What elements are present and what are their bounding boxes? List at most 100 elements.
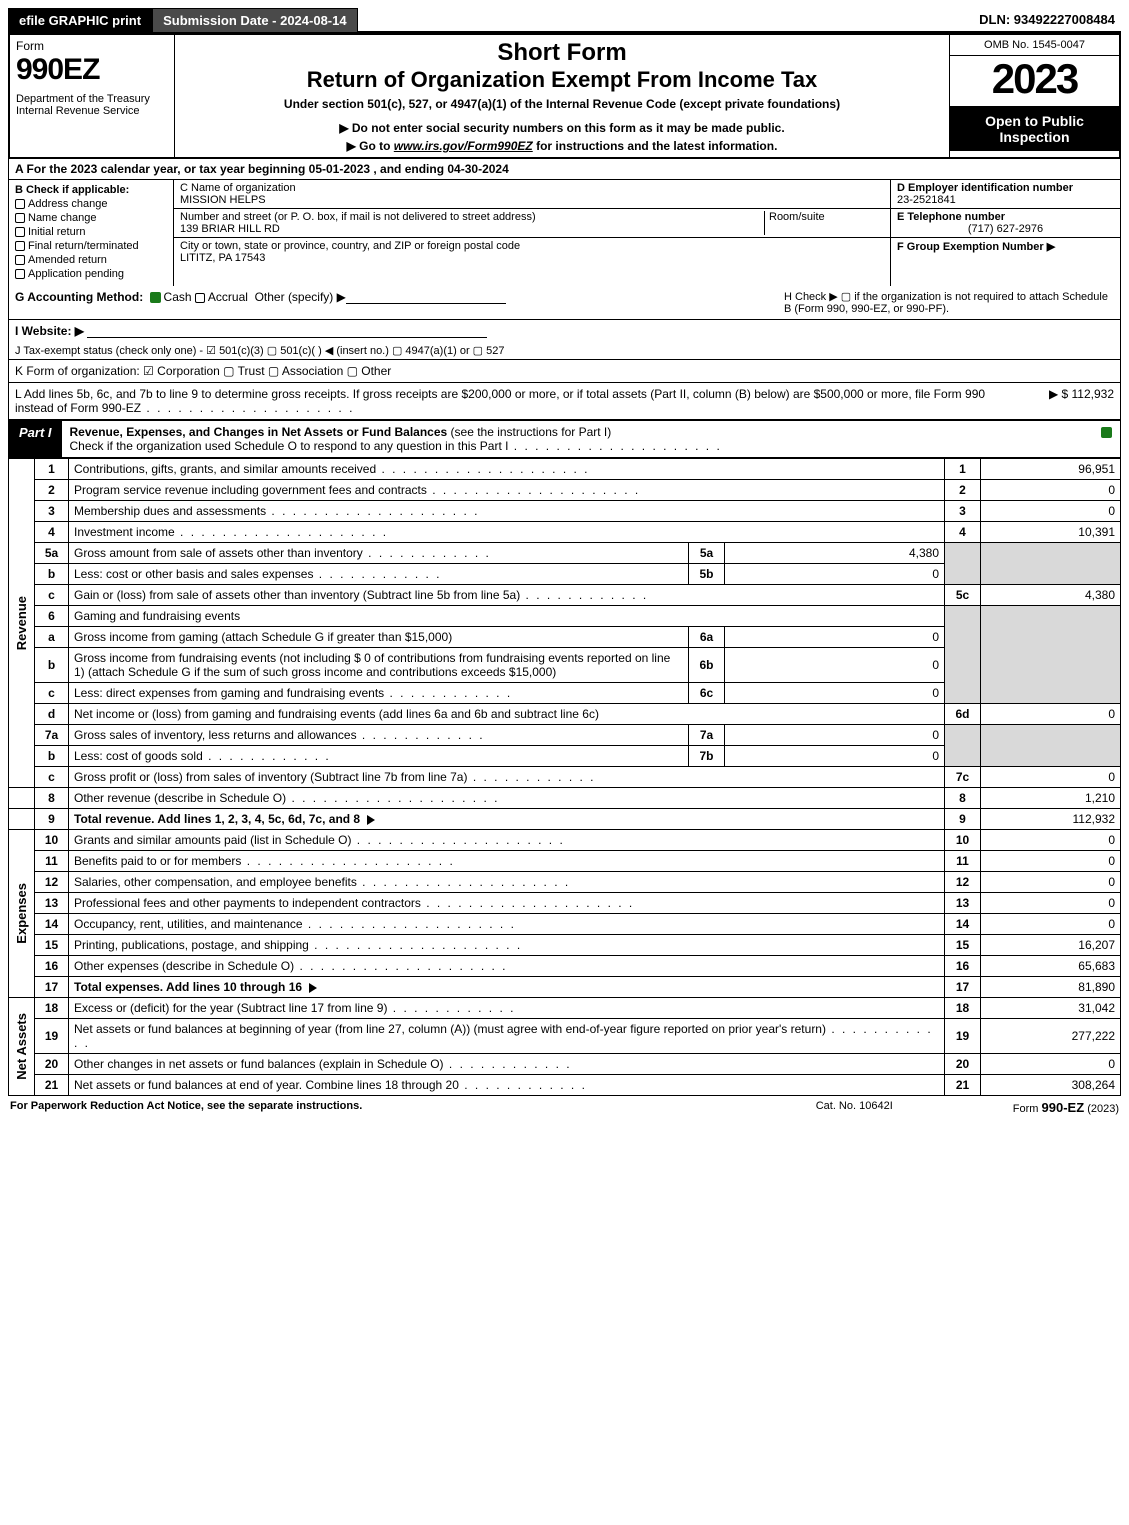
line-desc: Less: cost or other basis and sales expe…: [69, 564, 689, 585]
org-name: MISSION HELPS: [180, 194, 884, 206]
line-rval: 4,380: [981, 585, 1121, 606]
top-bar: efile GRAPHIC print Submission Date - 20…: [8, 8, 1121, 33]
checkbox-icon[interactable]: [15, 241, 25, 251]
table-row: 5a Gross amount from sale of assets othe…: [9, 543, 1121, 564]
line-rlab: 20: [945, 1054, 981, 1075]
shade-cell: [981, 725, 1121, 767]
line-num: 13: [35, 893, 69, 914]
part1-title: Revenue, Expenses, and Changes in Net As…: [70, 425, 448, 439]
line-midlab: 6b: [689, 648, 725, 683]
footer-right: Form 990-EZ (2023): [1013, 1100, 1119, 1115]
form-word: Form: [16, 39, 168, 53]
line-rlab: 15: [945, 935, 981, 956]
row-g-h: G Accounting Method: Cash Accrual Other …: [8, 286, 1121, 320]
row-bc: B Check if applicable: Address change Na…: [8, 180, 1121, 286]
line-rval: 16,207: [981, 935, 1121, 956]
table-row: 14 Occupancy, rent, utilities, and maint…: [9, 914, 1121, 935]
row-l: L Add lines 5b, 6c, and 7b to line 9 to …: [8, 383, 1121, 420]
open-public-badge: Open to Public Inspection: [950, 107, 1119, 151]
dln-label: DLN: 93492227008484: [973, 8, 1121, 33]
b-item-0: Address change: [15, 198, 167, 210]
line-rval: 81,890: [981, 977, 1121, 998]
tax-year: 2023: [950, 56, 1119, 107]
line-midval: 0: [725, 725, 945, 746]
footer-right-pre: Form: [1013, 1103, 1042, 1115]
line-desc: Grants and similar amounts paid (list in…: [69, 830, 945, 851]
c-addr-row: Number and street (or P. O. box, if mail…: [174, 209, 890, 238]
table-row: 21 Net assets or fund balances at end of…: [9, 1075, 1121, 1096]
l-val: ▶ $ 112,932: [1014, 387, 1114, 415]
line-num: d: [35, 704, 69, 725]
line-rval: 308,264: [981, 1075, 1121, 1096]
line-rval: 0: [981, 830, 1121, 851]
line-desc: Gross amount from sale of assets other t…: [69, 543, 689, 564]
part1-text: Revenue, Expenses, and Changes in Net As…: [62, 421, 1092, 457]
checkbox-icon[interactable]: [15, 199, 25, 209]
checkbox-icon[interactable]: [195, 293, 205, 303]
line-num: c: [35, 767, 69, 788]
line-rlab: 6d: [945, 704, 981, 725]
line-num: 15: [35, 935, 69, 956]
shade-cell: [981, 606, 1121, 704]
org-city: LITITZ, PA 17543: [180, 252, 884, 264]
line-num: c: [35, 585, 69, 606]
line-rval: 0: [981, 872, 1121, 893]
checkbox-icon[interactable]: [15, 255, 25, 265]
line-rlab: 8: [945, 788, 981, 809]
line-rlab: 16: [945, 956, 981, 977]
line-midlab: 7a: [689, 725, 725, 746]
b-item-5-label: Application pending: [28, 268, 124, 280]
line-midlab: 5b: [689, 564, 725, 585]
line-num: 5a: [35, 543, 69, 564]
checkbox-icon[interactable]: [15, 213, 25, 223]
room-lbl: Room/suite: [764, 211, 884, 235]
line-midlab: 6c: [689, 683, 725, 704]
table-row: 9 Total revenue. Add lines 1, 2, 3, 4, 5…: [9, 809, 1121, 830]
line-midlab: 5a: [689, 543, 725, 564]
line-num: 12: [35, 872, 69, 893]
g-other-line[interactable]: [346, 292, 506, 304]
short-form-title: Short Form: [183, 39, 941, 67]
vert-net: Net Assets: [14, 1013, 29, 1080]
header-sub3: ▶ Go to www.irs.gov/Form990EZ for instru…: [183, 139, 941, 153]
checkbox-checked-icon: [1101, 427, 1112, 438]
form-number: 990EZ: [16, 53, 168, 87]
efile-print-button[interactable]: efile GRAPHIC print: [8, 8, 152, 33]
line-desc: Less: direct expenses from gaming and fu…: [69, 683, 689, 704]
table-row: 2 Program service revenue including gove…: [9, 480, 1121, 501]
c-name-row: C Name of organization MISSION HELPS: [174, 180, 890, 209]
line-desc: Gross income from gaming (attach Schedul…: [69, 627, 689, 648]
website-line[interactable]: [87, 326, 487, 338]
table-row: c Gain or (loss) from sale of assets oth…: [9, 585, 1121, 606]
table-row: Net Assets 18 Excess or (deficit) for th…: [9, 998, 1121, 1019]
table-row: c Gross profit or (loss) from sales of i…: [9, 767, 1121, 788]
table-row: 3 Membership dues and assessments 3 0: [9, 501, 1121, 522]
c-addr-lbl: Number and street (or P. O. box, if mail…: [180, 211, 764, 223]
part1-sub: Check if the organization used Schedule …: [70, 439, 722, 453]
line-rlab: 7c: [945, 767, 981, 788]
shade-cell: [945, 725, 981, 767]
ein-lbl: D Employer identification number: [897, 182, 1114, 194]
g-accrual: Accrual: [208, 290, 248, 304]
line-num: 19: [35, 1019, 69, 1054]
section-a-text: A For the 2023 calendar year, or tax yea…: [15, 162, 509, 176]
top-spacer: [358, 8, 974, 33]
arrow-icon: [367, 815, 375, 825]
vert-net-cell: Net Assets: [9, 998, 35, 1096]
line-rval: 277,222: [981, 1019, 1121, 1054]
irs-link[interactable]: www.irs.gov/Form990EZ: [394, 139, 533, 153]
line-rlab: 11: [945, 851, 981, 872]
row-j: J Tax-exempt status (check only one) - ☑…: [8, 342, 1121, 360]
header-right: OMB No. 1545-0047 2023 Open to Public In…: [949, 35, 1119, 157]
b-item-1: Name change: [15, 212, 167, 224]
vert-expenses-cell: Expenses: [9, 830, 35, 998]
vert-revenue-cell: Revenue: [9, 459, 35, 788]
line-desc: Gain or (loss) from sale of assets other…: [69, 585, 945, 606]
g-label: G Accounting Method:: [15, 290, 143, 304]
part1-check: [1092, 421, 1120, 457]
line-desc: Program service revenue including govern…: [69, 480, 945, 501]
footer-mid: Cat. No. 10642I: [816, 1100, 893, 1115]
checkbox-icon[interactable]: [15, 227, 25, 237]
table-row: 17 Total expenses. Add lines 10 through …: [9, 977, 1121, 998]
checkbox-icon[interactable]: [15, 269, 25, 279]
